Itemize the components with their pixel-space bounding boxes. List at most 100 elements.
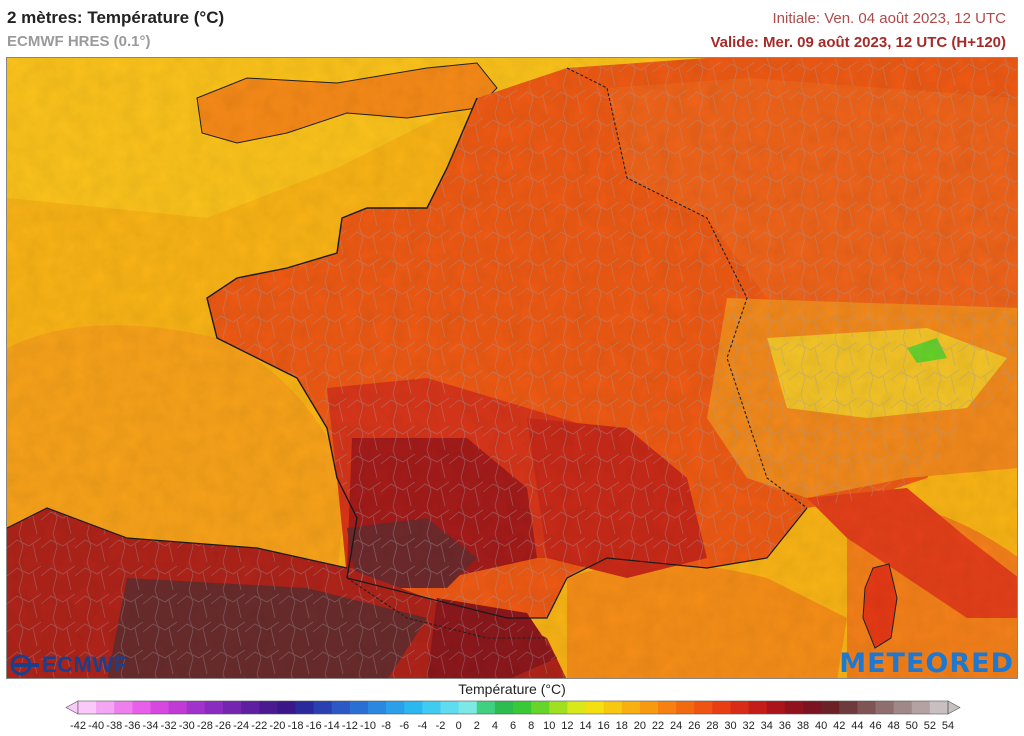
legend-swatch: [150, 701, 170, 714]
map-header: 2 mètres: Température (°C) ECMWF HRES (0…: [0, 0, 1024, 56]
temperature-map[interactable]: [6, 57, 1018, 679]
legend-swatch: [639, 701, 659, 714]
legend-tick-label: 12: [561, 720, 574, 732]
legend-swatch: [766, 701, 786, 714]
legend-swatch: [911, 701, 931, 714]
legend-swatch: [114, 701, 133, 714]
legend-tick-label: 50: [905, 720, 918, 732]
legend-tick-label: 8: [528, 720, 535, 732]
legend-tick-label: 24: [670, 720, 683, 732]
legend-swatch: [549, 701, 568, 714]
map-canvas: [7, 58, 1017, 678]
legend-swatch: [839, 701, 858, 714]
legend-tick-label: 16: [597, 720, 610, 732]
initial-run-time: Initiale: Ven. 04 août 2023, 12 UTC: [772, 10, 1007, 27]
legend-tick-label: -20: [269, 720, 286, 732]
legend-swatch: [875, 701, 895, 714]
map-title: 2 mètres: Température (°C): [7, 8, 225, 27]
legend-swatch: [494, 701, 514, 714]
admin-boundaries: [207, 58, 1017, 618]
legend-tick-label: 18: [615, 720, 628, 732]
legend-tick-label: 20: [633, 720, 646, 732]
legend-tick-label: -34: [142, 720, 159, 732]
legend-swatch: [313, 701, 333, 714]
valid-time: Valide: Mer. 09 août 2023, 12 UTC (H+120…: [710, 34, 1006, 51]
legend-tick-label: -10: [360, 720, 376, 732]
legend-swatch: [621, 701, 641, 714]
legend-swatch: [821, 701, 840, 714]
spain-north-coastline: [7, 507, 348, 569]
legend-swatch: [476, 701, 496, 714]
legend-swatch: [676, 701, 695, 714]
legend-swatch: [422, 701, 441, 714]
legend-tick-label: 40: [815, 720, 828, 732]
legend-swatch: [730, 701, 750, 714]
legend-swatch: [259, 701, 278, 714]
legend-tick-label: -12: [341, 720, 358, 732]
legend-ticks: -42 -40 -38 -36 -34 -32 -30 -28 -26 -24 -22 -20 -18-…: [0, 720, 1024, 734]
legend-swatch: [277, 701, 296, 714]
legend-frame: [77, 700, 949, 715]
legend-swatch: [531, 701, 550, 714]
ecmwf-logo-text: ECMWF: [42, 652, 128, 677]
legend-swatch: [295, 701, 315, 714]
legend-swatch: [168, 701, 188, 714]
legend-swatch: [893, 701, 913, 714]
legend-swatch: [513, 701, 532, 714]
legend-tick-label: -28: [196, 720, 213, 732]
legend-swatch: [404, 701, 423, 714]
ecmwf-logo: ECMWF: [10, 652, 128, 678]
legend-tick-label: -2: [435, 720, 446, 732]
legend-tick-label: 36: [778, 720, 791, 732]
legend-tick-label: -26: [215, 720, 231, 732]
legend-tick-label: -18: [287, 720, 304, 732]
legend-swatch: [929, 701, 949, 714]
legend-tick-label: 32: [742, 720, 755, 732]
model-name: ECMWF HRES (0.1°): [7, 33, 151, 50]
legend-swatch: [96, 701, 115, 714]
legend-swatch: [803, 701, 822, 714]
legend-swatch: [567, 701, 586, 714]
legend-swatch: [368, 701, 387, 714]
ecmwf-icon: [10, 654, 39, 676]
legend-tick-label: -42: [70, 720, 86, 732]
legend-tick-label: 54: [941, 720, 955, 732]
legend-swatch: [694, 701, 713, 714]
legend-tick-label: 30: [724, 720, 737, 732]
legend-tick-label: 2: [473, 720, 480, 732]
meteored-logo: METEORED: [839, 648, 1014, 679]
legend-tick-label: 14: [579, 720, 592, 732]
legend-title: Température (°C): [458, 681, 566, 697]
legend-swatch: [458, 701, 478, 714]
legend-min-arrow: [65, 700, 79, 715]
legend-tick-label: -4: [417, 720, 428, 732]
legend-swatch: [241, 701, 260, 714]
legend-swatch: [784, 701, 804, 714]
legend-tick-label: -16: [305, 720, 322, 732]
legend-tick-label: 28: [706, 720, 719, 732]
legend-tick-label: 44: [851, 720, 864, 732]
legend-swatch: [386, 701, 405, 714]
legend-tick-label: -30: [178, 720, 195, 732]
legend-tick-label: 48: [887, 720, 900, 732]
legend-tick-label: -22: [251, 720, 268, 732]
color-legend: Température (°C) -42 -40 -38 -36 -34 -32 -30 -2…: [0, 680, 1024, 736]
legend-tick-label: 26: [688, 720, 701, 732]
legend-tick-label: 4: [491, 720, 498, 732]
legend-swatch: [440, 701, 460, 714]
legend-tick-label: 34: [760, 720, 773, 732]
legend-tick-label: 22: [651, 720, 665, 732]
spain-admin-boundaries: [7, 508, 567, 678]
legend-tick-label: -36: [124, 720, 141, 732]
legend-tick-label: 52: [923, 720, 936, 732]
legend-tick-label: 42: [833, 720, 846, 732]
legend-swatch: [658, 701, 677, 714]
legend-swatch: [78, 701, 97, 714]
legend-tick-label: -14: [323, 720, 340, 732]
pyrenees-border: [346, 577, 547, 639]
legend-swatch: [186, 701, 206, 714]
legend-tick-label: -40: [88, 720, 105, 732]
legend-tick-label: -8: [381, 720, 392, 732]
legend-swatch: [748, 701, 768, 714]
legend-tick-label: 46: [869, 720, 882, 732]
